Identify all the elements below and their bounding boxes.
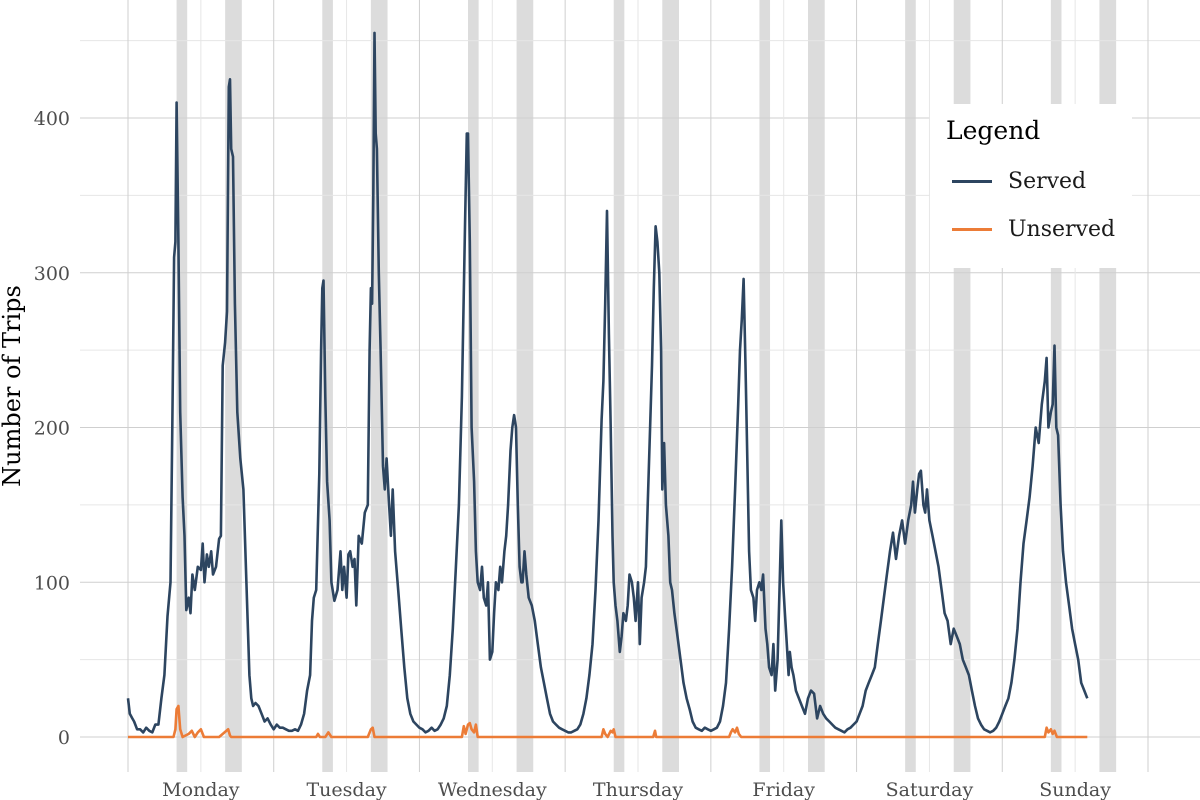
shaded-band-5 [516,0,534,772]
legend-item-unserved: Unserved [952,214,1115,244]
y-tick-label: 0 [58,727,70,749]
y-tick-label: 200 [34,418,70,440]
legend-swatch-served [952,179,992,183]
y-axis-title: Number of Trips [0,285,26,487]
x-tick-label-thursday: Thursday [593,779,683,800]
x-tick-label-friday: Friday [752,779,815,800]
legend-label-served: Served [1008,168,1087,194]
shaded-band-10 [905,0,916,772]
legend-label-unserved: Unserved [1008,216,1116,242]
x-tick-label-wednesday: Wednesday [438,779,547,800]
shaded-band-4 [468,0,479,772]
x-tick-label-tuesday: Tuesday [307,779,387,800]
x-tick-label-sunday: Sunday [1039,779,1111,800]
legend-item-served: Served [952,166,1086,196]
shaded-band-6 [613,0,625,772]
legend-title: Legend [946,116,1041,145]
x-tick-label-saturday: Saturday [886,779,974,800]
shaded-band-3 [370,0,388,772]
x-tick-label-monday: Monday [162,779,240,800]
legend: Legend Served Unserved [930,104,1132,268]
shaded-band-9 [808,0,825,772]
y-tick-label: 300 [34,263,70,285]
series-line-unserved [128,704,1088,739]
y-tick-label: 100 [34,572,70,594]
series-line-served [126,31,1089,734]
shaded-band-0 [176,0,188,772]
shaded-band-1 [225,0,242,772]
shaded-band-2 [322,0,333,772]
shaded-band-7 [662,0,679,772]
legend-swatch-unserved [952,227,992,231]
y-tick-label: 400 [34,108,70,130]
shaded-band-8 [759,0,771,772]
